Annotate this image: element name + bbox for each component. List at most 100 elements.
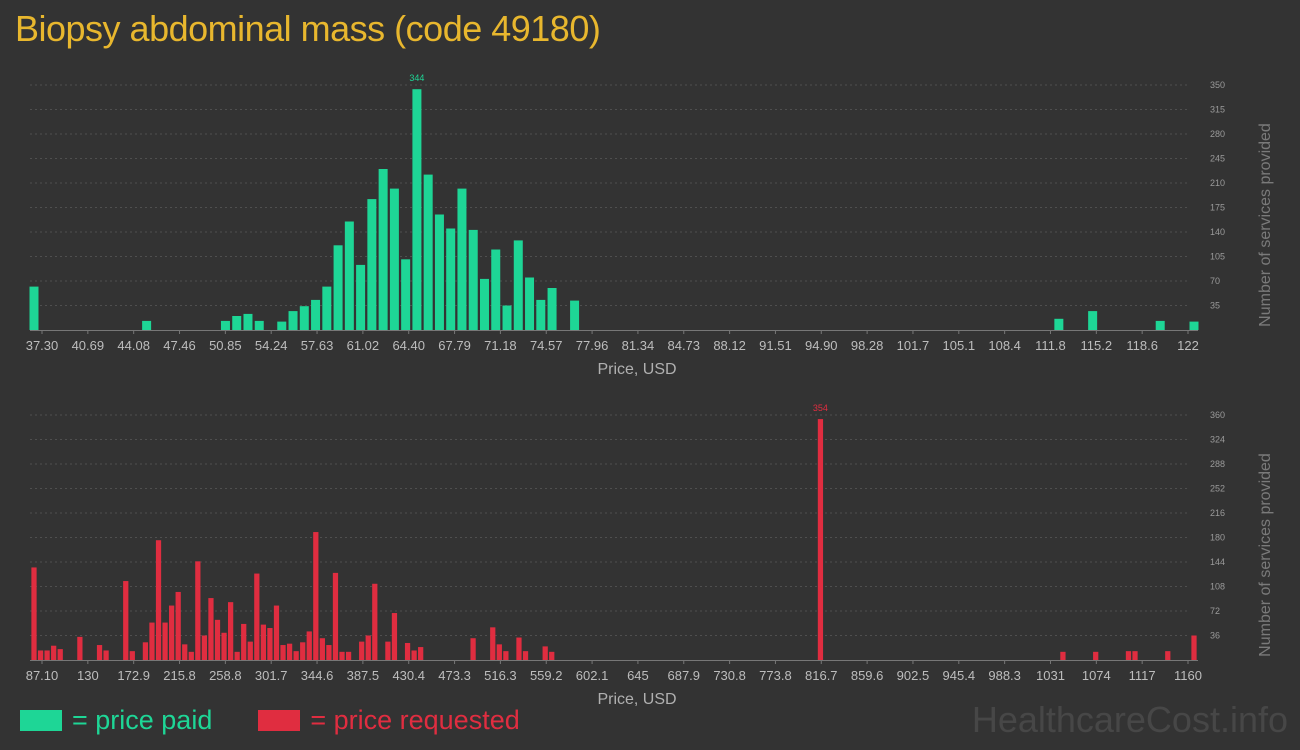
x-tick-label: 645 xyxy=(627,668,649,683)
bar xyxy=(457,188,467,330)
bar xyxy=(491,249,501,330)
page-title: Biopsy abdominal mass (code 49180) xyxy=(15,8,601,49)
bar xyxy=(365,635,371,660)
y-tick-label: 360 xyxy=(1210,410,1225,420)
bar xyxy=(372,583,378,660)
bar xyxy=(418,647,424,660)
bar xyxy=(201,635,208,660)
legend-item-paid: = price paid xyxy=(20,705,212,736)
x-tick-label: 1031 xyxy=(1036,668,1065,683)
price-requested-chart: 36 72 108 144 180 216 252 288 324 360 354 87.10 130 1… xyxy=(26,403,1274,708)
bar xyxy=(254,320,264,330)
legend-label-requested: = price requested xyxy=(310,704,520,735)
y-tick-label: 324 xyxy=(1210,435,1225,445)
bar xyxy=(1155,320,1165,330)
bar xyxy=(570,300,580,330)
bar xyxy=(1132,651,1138,660)
bar xyxy=(77,636,83,660)
bar xyxy=(232,316,242,330)
x-tick-label: 54.24 xyxy=(255,338,288,353)
y-tick-label: 245 xyxy=(1210,154,1225,164)
bar xyxy=(1191,635,1197,660)
bar xyxy=(503,651,509,660)
bar xyxy=(319,638,325,660)
bar xyxy=(142,320,152,330)
bar xyxy=(513,240,523,330)
bar xyxy=(299,306,309,330)
bar xyxy=(277,321,287,330)
x-tick-label: 94.90 xyxy=(805,338,838,353)
bar xyxy=(254,573,260,660)
bar xyxy=(356,264,366,330)
x-tick-label: 859.6 xyxy=(851,668,884,683)
bar xyxy=(333,245,343,330)
x-tick-label: 77.96 xyxy=(576,338,609,353)
x-tick-label: 101.7 xyxy=(897,338,930,353)
x-tick-label: 602.1 xyxy=(576,668,609,683)
bar xyxy=(311,299,321,330)
bar xyxy=(182,644,188,660)
y-tick-label: 35 xyxy=(1210,301,1220,311)
bar xyxy=(149,622,155,660)
bar xyxy=(267,628,273,660)
x-tick-label: 559.2 xyxy=(530,668,563,683)
y-tick-label: 288 xyxy=(1210,459,1225,469)
bar xyxy=(468,229,478,330)
x-tick-label: 122 xyxy=(1177,338,1199,353)
x-tick-label: 945.4 xyxy=(943,668,976,683)
x-tick-label: 301.7 xyxy=(255,668,288,683)
x-tick-label: 473.3 xyxy=(438,668,471,683)
y-tick-label: 72 xyxy=(1210,606,1220,616)
bar xyxy=(411,650,417,660)
bar xyxy=(103,650,109,660)
x-tick-label: 130 xyxy=(77,668,99,683)
bar xyxy=(293,651,299,660)
y-axis-title: Number of services provided xyxy=(1257,453,1274,657)
bar xyxy=(214,619,221,660)
y-tick-label: 144 xyxy=(1210,557,1225,567)
y-tick-label: 175 xyxy=(1210,203,1225,213)
bar xyxy=(502,305,512,330)
legend-label-paid: = price paid xyxy=(72,704,213,735)
x-tick-label: 730.8 xyxy=(713,668,746,683)
x-tick-label: 98.28 xyxy=(851,338,884,353)
x-tick-label: 87.10 xyxy=(26,668,59,683)
x-tick-label: 516.3 xyxy=(484,668,517,683)
x-tick-label: 816.7 xyxy=(805,668,838,683)
x-tick-label: 44.08 xyxy=(117,338,150,353)
bar xyxy=(123,581,129,660)
bar xyxy=(446,228,456,330)
bar xyxy=(220,320,230,330)
y-tick-label: 70 xyxy=(1210,276,1220,286)
y-tick-label: 140 xyxy=(1210,227,1225,237)
x-tick-label: 115.2 xyxy=(1081,338,1113,353)
legend: = price paid = price requested xyxy=(20,703,566,737)
bar xyxy=(31,567,37,660)
peak-value-label: 354 xyxy=(813,403,828,413)
x-tick-label: 74.57 xyxy=(530,338,563,353)
y-tick-label: 350 xyxy=(1210,80,1225,90)
price-paid-chart: 35 70 105 140 175 210 245 280 315 350 344 37.30 40.6… xyxy=(26,73,1274,378)
x-tick-label: 40.69 xyxy=(72,338,105,353)
x-tick-label: 1074 xyxy=(1082,668,1111,683)
x-tick-label: 687.9 xyxy=(667,668,700,683)
x-tick-label: 344.6 xyxy=(301,668,334,683)
x-axis-title: Price, USD xyxy=(597,691,676,708)
bar xyxy=(404,642,411,660)
bar xyxy=(155,540,162,660)
bar xyxy=(280,645,286,660)
x-tick-label: 88.12 xyxy=(713,338,746,353)
x-tick-label: 71.18 xyxy=(484,338,517,353)
bar xyxy=(1093,651,1099,660)
bar xyxy=(326,645,332,660)
bar xyxy=(359,641,365,660)
y-tick-label: 216 xyxy=(1210,508,1225,518)
x-tick-label: 1117 xyxy=(1129,668,1156,683)
y-tick-label: 210 xyxy=(1210,178,1225,188)
x-tick-label: 111.8 xyxy=(1035,338,1066,353)
y-tick-label: 105 xyxy=(1210,252,1225,262)
x-tick-label: 387.5 xyxy=(347,668,380,683)
x-tick-label: 37.30 xyxy=(26,338,59,353)
bar xyxy=(221,632,227,660)
x-tick-label: 81.34 xyxy=(622,338,655,353)
